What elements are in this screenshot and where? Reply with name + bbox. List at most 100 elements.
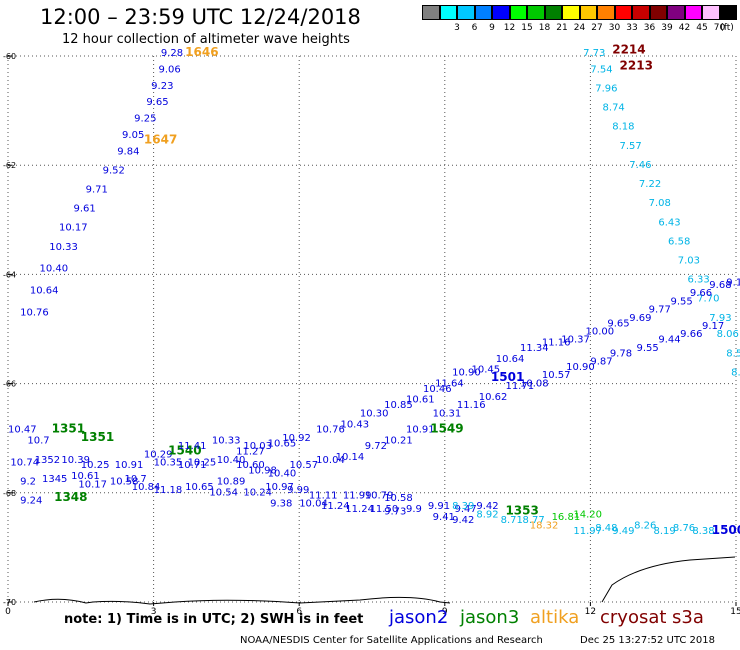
swh-value-label: 11.27	[236, 447, 265, 458]
y-tick-label: -64	[3, 270, 16, 279]
swh-value-label: 10.29	[144, 449, 173, 460]
swh-value-label: 10.39	[61, 455, 90, 466]
swh-value-label: 9.47	[455, 504, 477, 515]
swh-value-label: 9.52	[103, 165, 125, 176]
legend-tick-label: 45	[696, 23, 708, 33]
swh-value-label: 7.57	[620, 141, 642, 152]
swh-value-label: 9.61	[74, 204, 96, 215]
swh-value-label: 9.73	[384, 507, 406, 518]
swh-value-label: 10.21	[384, 436, 413, 447]
legend-tick-label: 33	[626, 23, 638, 33]
legend-cryosat: cryosat	[600, 607, 667, 628]
swh-value-label: 9.44	[658, 335, 680, 346]
footer-note: note: 1) Time is in UTC; 2) SWH is in fe…	[64, 612, 364, 627]
x-tick-label: 6	[296, 607, 302, 617]
pass-time-label: 1646	[185, 45, 218, 59]
swh-value-label: 10.47	[8, 425, 37, 436]
swh-value-label: 8.92	[476, 509, 498, 520]
legend-swatch	[702, 5, 720, 20]
swh-value-label: 10.97	[265, 482, 294, 493]
swh-value-label: 10.04	[299, 498, 328, 509]
swh-value-label: 8.77	[522, 515, 544, 526]
swh-value-label: 10.74	[10, 458, 39, 469]
legend-swatch	[474, 5, 492, 20]
pass-time-label: 1501	[491, 370, 524, 384]
swh-value-label: 1345	[42, 474, 67, 485]
swh-value-label: 8.71	[501, 515, 523, 526]
swh-value-label: 11.71	[505, 381, 534, 392]
legend-swatch	[614, 5, 632, 20]
swh-value-label: 9.68	[709, 280, 731, 291]
swh-value-label: 9.71	[86, 185, 108, 196]
swh-value-label: 1352	[35, 455, 60, 466]
x-tick-label: 12	[585, 607, 596, 617]
swh-value-label: 10.00	[586, 326, 615, 337]
y-tick-label: -60	[3, 52, 16, 61]
legend-tick-label: 21	[556, 23, 568, 33]
swh-value-label: 9.05	[122, 130, 144, 141]
coastline	[33, 556, 736, 605]
swh-value-label: 11.64	[435, 378, 464, 389]
chart-title: 12:00 – 23:59 UTC 12/24/2018	[40, 5, 361, 29]
swh-value-label: 6.43	[658, 217, 680, 228]
pass-time-label: 1351	[81, 430, 114, 444]
swh-value-label: 7.93	[709, 313, 731, 324]
swh-value-label: 10.90	[566, 362, 595, 373]
legend-tick-label: 30	[608, 23, 621, 33]
swh-value-label: 10.43	[340, 419, 369, 430]
legend-tick-label: 18	[538, 23, 551, 33]
legend-swatch	[457, 5, 475, 20]
swh-value-label: 10.92	[282, 433, 311, 444]
swh-value-label: 10.17	[59, 223, 88, 234]
swh-value-label: 6.58	[668, 236, 690, 247]
legend-tick-label: 39	[661, 23, 673, 33]
legend-tick-label: 15	[521, 23, 533, 33]
swh-value-label: 8.06	[717, 329, 739, 340]
swh-value-label: 14.20	[573, 509, 602, 520]
swh-label-layer: 9.28 9.06 9.23 9.65 9.25 9.05 9.84 9.52 9.71 9.61…	[8, 42, 740, 536]
swh-value-label: 7.96	[595, 83, 617, 94]
swh-value-label: 10.35	[154, 458, 183, 469]
swh-value-label: 11.34	[520, 343, 549, 354]
swh-value-label: 7.03	[678, 255, 700, 266]
swh-value-label: 10.58	[110, 477, 139, 488]
swh-value-label: 10.84	[132, 482, 161, 493]
legend-tick-label: 6	[471, 23, 478, 33]
swh-value-label: 11.11	[309, 490, 338, 501]
swh-value-label: 8.6	[731, 367, 740, 378]
swh-value-label: 10.37	[561, 335, 590, 346]
swh-value-label: 7.54	[590, 64, 612, 75]
swh-value-label: 7.08	[649, 198, 671, 209]
pass-time-label: 1348	[54, 490, 87, 504]
swh-value-label: 11.99	[343, 490, 372, 501]
swh-value-label: 10.60	[236, 460, 265, 471]
swh-value-label: 11.24	[345, 504, 374, 515]
legend-tick-label: 70	[713, 23, 726, 33]
legend-swatch	[439, 5, 457, 20]
swh-value-label: 18.32	[530, 520, 559, 531]
legend-tick-label: 42	[678, 23, 691, 33]
legend-tick-label: 12	[503, 23, 516, 33]
legend-jason3: jason3	[460, 607, 520, 628]
swh-value-label: 9.69	[629, 313, 651, 324]
swh-value-label: 9.84	[117, 146, 139, 157]
pass-time-label: 1353	[505, 504, 538, 518]
legend-swatch	[527, 5, 545, 20]
swh-value-label: 10.61	[406, 395, 435, 406]
swh-value-label: 10.04	[316, 455, 345, 466]
swh-value-label: 10.64	[496, 354, 525, 365]
y-tick-label: -66	[3, 380, 16, 389]
swh-value-label: 9.65	[607, 318, 629, 329]
legend-swatch	[632, 5, 650, 20]
x-tick-label: 9	[442, 607, 448, 617]
swh-value-label: 9.72	[365, 441, 387, 452]
legend-altika: altika	[530, 607, 580, 628]
legend-swatch	[579, 5, 597, 20]
swh-value-label: 10.85	[384, 400, 413, 411]
swh-value-label: 8.39	[452, 501, 474, 512]
legend-tick-label: 36	[643, 23, 656, 33]
pass-time-label: 1351	[52, 422, 85, 436]
swh-value-label: 9.28	[161, 48, 183, 59]
y-tick-label: -68	[3, 489, 16, 498]
